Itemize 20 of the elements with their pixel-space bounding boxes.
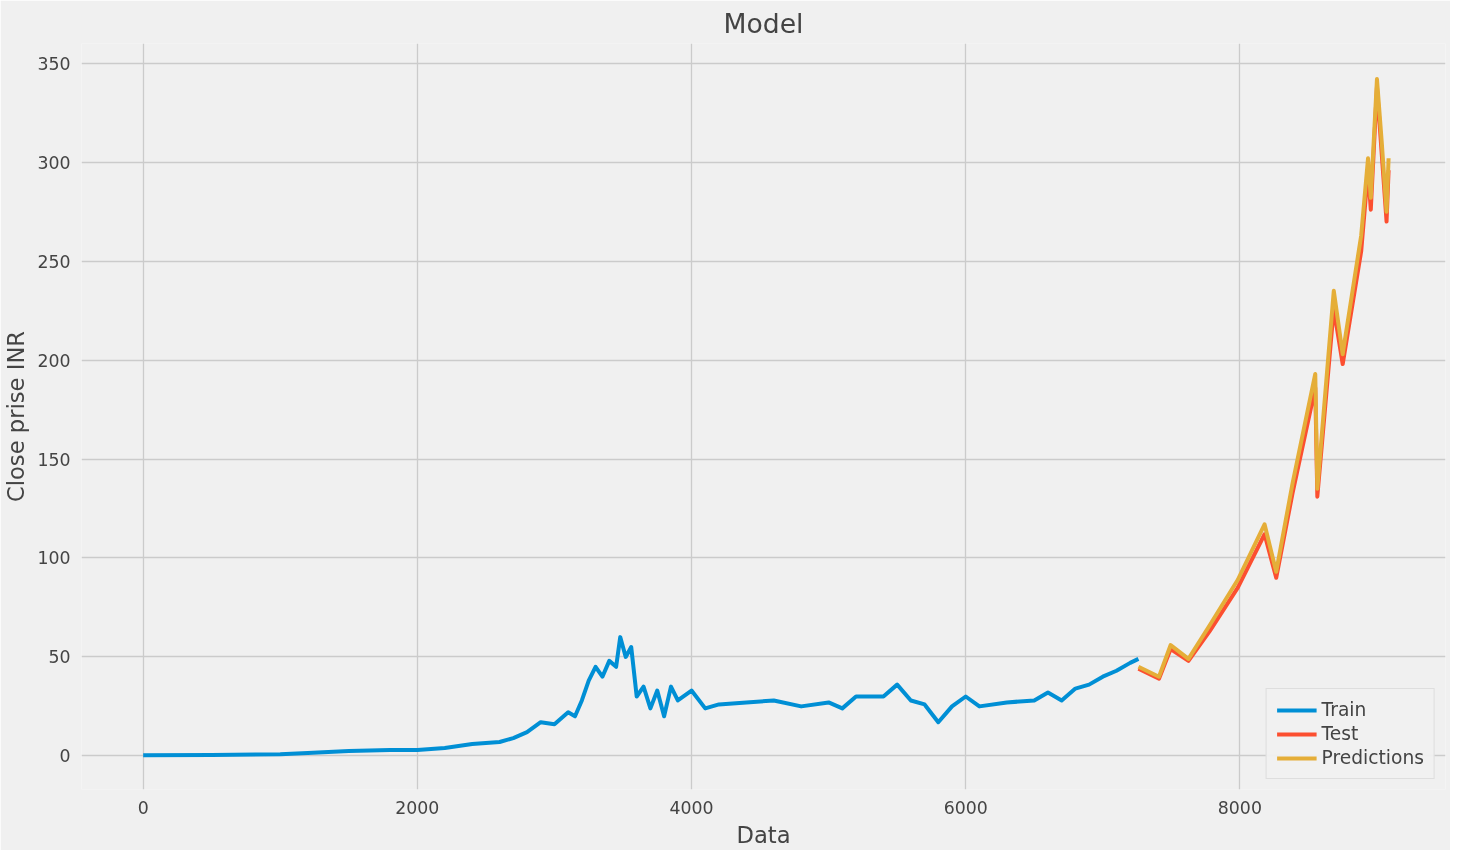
y-tick-label: 350 <box>37 53 71 74</box>
legend-label: Train <box>1321 699 1367 720</box>
x-tick-label: 2000 <box>395 797 440 818</box>
y-tick-label: 200 <box>37 350 71 371</box>
y-tick-label: 50 <box>48 647 71 668</box>
y-tick-label: 250 <box>37 251 71 272</box>
x-axis-title: Data <box>736 821 791 848</box>
y-tick-label: 300 <box>37 152 71 173</box>
y-tick-label: 150 <box>37 449 71 470</box>
x-tick-label: 8000 <box>1217 797 1262 818</box>
line-series <box>141 635 1141 758</box>
legend-label: Test <box>1321 723 1359 744</box>
y-tick-label: 100 <box>37 548 71 569</box>
x-tick-label: 0 <box>137 797 149 818</box>
x-tick-label: 4000 <box>669 797 714 818</box>
legend-label: Predictions <box>1321 747 1424 768</box>
y-tick-label: 0 <box>59 746 71 767</box>
y-axis-title: Close prise INR <box>3 330 30 503</box>
chart-title: Model <box>723 7 804 39</box>
x-tick-label: 6000 <box>943 797 988 818</box>
